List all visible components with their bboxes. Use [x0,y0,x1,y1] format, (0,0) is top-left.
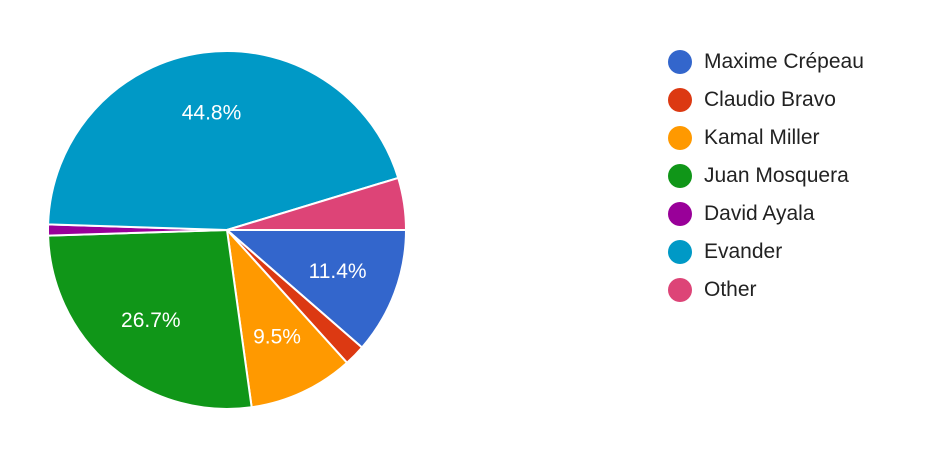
legend-item-evander[interactable]: Evander [668,233,864,271]
legend-label: Evander [704,240,783,263]
legend-swatch-icon [668,50,692,74]
pie-slice-juan-mosquera[interactable] [47,229,253,410]
legend-label: Other [704,278,757,301]
pie-slice-maxime-crepeau[interactable] [226,229,407,349]
pie-slice-kamal-miller[interactable] [226,229,349,409]
legend-item-kamal-miller[interactable]: Kamal Miller [668,119,864,157]
legend-swatch-icon [668,164,692,188]
slice-label-juan-mosquera: 26.7% [121,309,181,332]
slice-label-evander: 44.8% [182,101,242,124]
chart-legend: Maxime Crépeau Claudio Bravo Kamal Miller J… [668,43,864,309]
legend-swatch-icon [668,126,692,150]
pie-slice-other[interactable] [226,176,407,231]
legend-item-other[interactable]: Other [668,271,864,309]
slice-label-maxime-crepeau: 11.4% [309,260,367,283]
legend-label: Maxime Crépeau [704,50,864,73]
legend-swatch-icon [668,88,692,112]
legend-item-maxime-crepeau[interactable]: Maxime Crépeau [668,43,864,81]
legend-label: Claudio Bravo [704,88,836,111]
legend-label: Juan Mosquera [704,164,849,187]
legend-item-david-ayala[interactable]: David Ayala [668,195,864,233]
legend-label: David Ayala [704,202,815,225]
pie-slice-evander[interactable] [47,50,400,231]
legend-swatch-icon [668,278,692,302]
legend-label: Kamal Miller [704,126,820,149]
legend-item-juan-mosquera[interactable]: Juan Mosquera [668,157,864,195]
slice-label-kamal-miller: 9.5% [253,326,301,349]
legend-swatch-icon [668,202,692,226]
legend-item-claudio-bravo[interactable]: Claudio Bravo [668,81,864,119]
legend-swatch-icon [668,240,692,264]
